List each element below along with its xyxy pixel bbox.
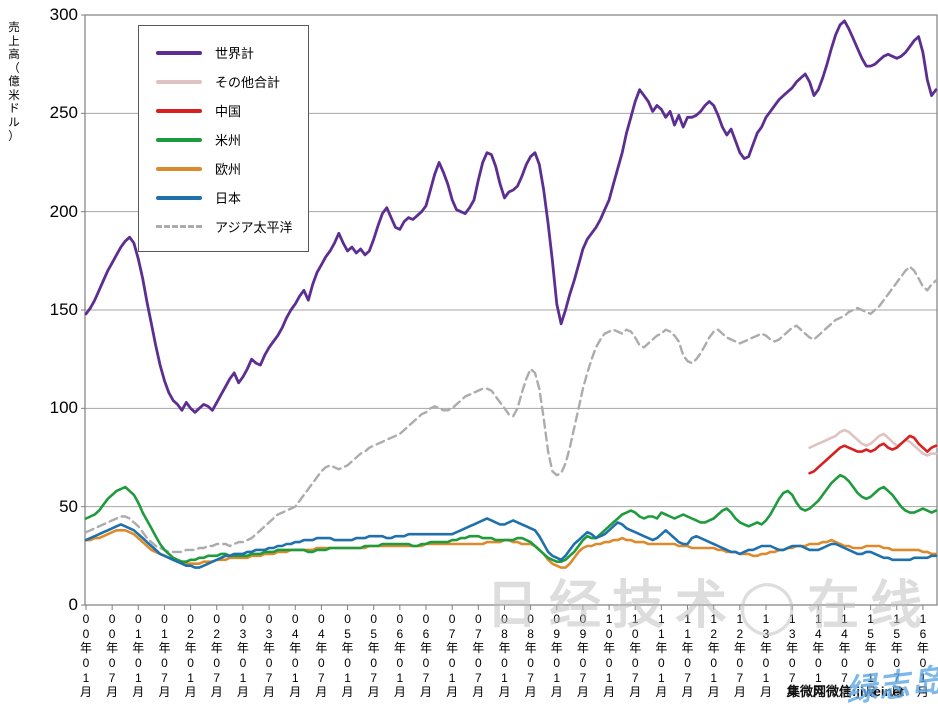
legend-label: アジア太平洋 bbox=[215, 220, 293, 235]
x-tick-label: 1 2 年 0 1 月 bbox=[707, 612, 720, 700]
watermark-jiweinet: 集微网微信:jiweinet bbox=[787, 684, 905, 699]
legend-item-日本: 日本 bbox=[156, 183, 308, 212]
x-tick-label: 0 4 年 0 1 月 bbox=[289, 612, 302, 700]
x-tick-label: 1 3 年 0 1 月 bbox=[759, 612, 772, 700]
x-tick-label: 1 0 年 0 7 月 bbox=[629, 612, 642, 700]
x-tick-label: 1 5 年 0 1 月 bbox=[864, 612, 877, 700]
legend-label: その他合計 bbox=[215, 75, 281, 90]
series-line-その他合計 bbox=[808, 428, 938, 457]
y-axis-title: 売 上 高 （ 億 米 ド ル ） bbox=[8, 22, 20, 143]
x-tick-label: 0 2 年 0 1 月 bbox=[184, 612, 197, 700]
x-tick-label: 1 2 年 0 7 月 bbox=[733, 612, 746, 700]
x-tick-label: 0 4 年 0 7 月 bbox=[315, 612, 328, 700]
x-tick-label: 1 3 年 0 7 月 bbox=[786, 612, 799, 700]
x-tick-label: 0 1 年 0 1 月 bbox=[132, 612, 145, 700]
series-line-アジア太平洋 bbox=[84, 265, 938, 554]
x-tick-label: 0 8 年 0 1 月 bbox=[498, 612, 511, 700]
legend-item-欧州: 欧州 bbox=[156, 154, 308, 183]
y-tick-label: 150 bbox=[49, 300, 78, 319]
legend-item-米州: 米州 bbox=[156, 125, 308, 154]
x-tick-label: 0 1 年 0 7 月 bbox=[158, 612, 171, 700]
series-line-中国 bbox=[808, 434, 938, 475]
legend-swatch-その他合計 bbox=[156, 79, 202, 84]
watermark-nikkei-technology: 日经技术◯在线 bbox=[486, 577, 934, 635]
x-tick-label: 0 8 年 0 7 月 bbox=[524, 612, 537, 700]
legend-item-中国: 中国 bbox=[156, 96, 308, 125]
y-tick-label: 0 bbox=[68, 595, 78, 614]
legend-item-世界計: 世界計 bbox=[156, 38, 308, 67]
legend-label: 中国 bbox=[215, 104, 242, 119]
legend-item-その他合計: その他合計 bbox=[156, 67, 308, 96]
legend-swatch-中国 bbox=[156, 108, 202, 113]
y-tick-label: 200 bbox=[49, 201, 78, 221]
legend-label: 米州 bbox=[215, 133, 242, 148]
x-tick-label: 0 7 年 0 7 月 bbox=[472, 612, 485, 700]
x-tick-label: 0 6 年 0 7 月 bbox=[419, 612, 432, 700]
x-tick-label: 0 9 年 0 1 月 bbox=[550, 612, 563, 700]
y-tick-label: 300 bbox=[49, 5, 78, 24]
x-tick-label: 0 5 年 0 7 月 bbox=[367, 612, 380, 700]
legend-swatch-アジア太平洋 bbox=[156, 225, 202, 228]
legend-label: 世界計 bbox=[215, 46, 255, 61]
x-tick-label: 1 0 年 0 1 月 bbox=[603, 612, 616, 700]
legend-label: 日本 bbox=[215, 191, 242, 206]
x-tick-label: 0 3 年 0 7 月 bbox=[263, 612, 276, 700]
x-tick-label: 0 0 年 0 1 月 bbox=[79, 612, 92, 700]
x-tick-label: 0 7 年 0 1 月 bbox=[446, 612, 459, 700]
x-tick-label: 1 1 年 0 1 月 bbox=[655, 612, 668, 700]
x-tick-label: 0 2 年 0 7 月 bbox=[210, 612, 223, 700]
legend-swatch-米州 bbox=[156, 137, 202, 142]
x-tick-label: 0 0 年 0 7 月 bbox=[106, 612, 119, 700]
series-line-日本 bbox=[84, 517, 938, 569]
legend-swatch-世界計 bbox=[156, 50, 202, 55]
x-tick-label: 0 9 年 0 7 月 bbox=[576, 612, 589, 700]
legend-label: 欧州 bbox=[215, 162, 242, 177]
y-tick-label: 50 bbox=[59, 496, 78, 516]
x-tick-label: 1 6 年 0 1 月 bbox=[916, 612, 929, 700]
legend-item-アジア太平洋: アジア太平洋 bbox=[156, 212, 308, 241]
x-tick-label: 1 4 年 0 7 月 bbox=[838, 612, 851, 700]
legend-swatch-欧州 bbox=[156, 166, 202, 171]
x-tick-label: 1 1 年 0 7 月 bbox=[681, 612, 694, 700]
x-tick-label: 0 6 年 0 1 月 bbox=[393, 612, 406, 700]
y-tick-label: 250 bbox=[49, 103, 78, 123]
x-tick-label: 0 3 年 0 1 月 bbox=[236, 612, 249, 700]
x-tick-label: 1 4 年 0 1 月 bbox=[812, 612, 825, 700]
legend-swatch-日本 bbox=[156, 195, 202, 200]
series-line-世界計 bbox=[84, 19, 938, 414]
x-tick-label: 0 5 年 0 1 月 bbox=[341, 612, 354, 700]
legend: 世界計その他合計中国米州欧州日本アジア太平洋 bbox=[138, 25, 309, 252]
x-tick-label: 1 5 年 0 7 月 bbox=[890, 612, 903, 700]
y-tick-label: 100 bbox=[49, 398, 78, 418]
